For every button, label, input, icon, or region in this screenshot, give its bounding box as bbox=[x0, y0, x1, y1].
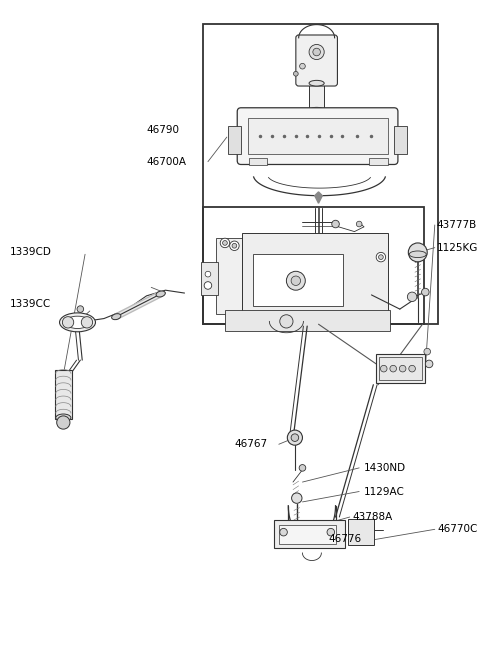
Circle shape bbox=[288, 430, 302, 445]
Ellipse shape bbox=[409, 251, 426, 258]
Circle shape bbox=[280, 528, 288, 536]
Bar bbox=[228, 126, 241, 154]
Text: 43777B: 43777B bbox=[437, 220, 477, 230]
Text: 46700A: 46700A bbox=[146, 157, 187, 167]
Text: 1339CD: 1339CD bbox=[10, 247, 51, 257]
Ellipse shape bbox=[64, 316, 91, 329]
Bar bbox=[394, 126, 408, 154]
Circle shape bbox=[81, 317, 93, 328]
Bar bbox=[55, 369, 72, 419]
Circle shape bbox=[332, 220, 339, 228]
Circle shape bbox=[313, 49, 321, 56]
Bar bbox=[279, 525, 336, 544]
Circle shape bbox=[287, 272, 305, 290]
Circle shape bbox=[291, 434, 299, 441]
Bar bbox=[369, 158, 387, 165]
Circle shape bbox=[223, 241, 228, 245]
Bar bbox=[309, 83, 324, 111]
Bar bbox=[274, 520, 345, 548]
Circle shape bbox=[408, 292, 417, 302]
Circle shape bbox=[309, 45, 324, 60]
Circle shape bbox=[299, 464, 306, 471]
Text: 1125KG: 1125KG bbox=[437, 243, 478, 253]
Ellipse shape bbox=[112, 314, 121, 319]
Ellipse shape bbox=[60, 313, 96, 332]
Text: 46776: 46776 bbox=[329, 534, 362, 544]
Circle shape bbox=[57, 416, 70, 429]
Circle shape bbox=[408, 243, 427, 262]
Bar bbox=[216, 238, 242, 314]
Bar bbox=[249, 158, 267, 165]
Circle shape bbox=[204, 281, 212, 289]
Bar bbox=[201, 262, 218, 295]
Bar bbox=[225, 310, 390, 331]
Text: 46790: 46790 bbox=[146, 125, 180, 135]
Circle shape bbox=[220, 238, 229, 248]
Ellipse shape bbox=[309, 81, 324, 86]
Circle shape bbox=[409, 365, 415, 372]
Circle shape bbox=[62, 317, 74, 328]
Text: 46770C: 46770C bbox=[438, 524, 478, 535]
Bar bbox=[248, 118, 387, 154]
Circle shape bbox=[293, 72, 298, 76]
Bar bbox=[242, 234, 388, 319]
Bar bbox=[376, 354, 425, 383]
Bar bbox=[203, 207, 424, 324]
Ellipse shape bbox=[309, 108, 324, 114]
Circle shape bbox=[376, 253, 385, 262]
Circle shape bbox=[291, 276, 300, 285]
Circle shape bbox=[205, 272, 211, 277]
Circle shape bbox=[356, 221, 362, 227]
Circle shape bbox=[300, 64, 305, 69]
Circle shape bbox=[327, 528, 335, 536]
FancyBboxPatch shape bbox=[296, 35, 337, 86]
Circle shape bbox=[424, 348, 431, 355]
Text: 1430ND: 1430ND bbox=[364, 463, 406, 473]
Circle shape bbox=[421, 288, 429, 296]
Circle shape bbox=[77, 306, 84, 312]
Bar bbox=[379, 358, 422, 380]
Circle shape bbox=[232, 243, 237, 248]
Text: 1129AC: 1129AC bbox=[364, 487, 405, 497]
Circle shape bbox=[229, 241, 239, 251]
Text: 1339CC: 1339CC bbox=[10, 299, 51, 310]
Circle shape bbox=[425, 360, 433, 368]
Circle shape bbox=[390, 365, 396, 372]
Ellipse shape bbox=[56, 414, 71, 422]
Circle shape bbox=[381, 365, 387, 372]
Circle shape bbox=[291, 493, 302, 503]
Text: 43788A: 43788A bbox=[352, 512, 393, 522]
Circle shape bbox=[399, 365, 406, 372]
Polygon shape bbox=[315, 192, 322, 203]
Text: 46767: 46767 bbox=[234, 440, 267, 449]
FancyBboxPatch shape bbox=[237, 108, 398, 165]
Bar bbox=[253, 255, 343, 306]
Bar bbox=[348, 519, 374, 545]
Circle shape bbox=[379, 255, 383, 260]
Bar bbox=[203, 24, 438, 324]
Ellipse shape bbox=[156, 291, 165, 297]
Circle shape bbox=[280, 315, 293, 328]
